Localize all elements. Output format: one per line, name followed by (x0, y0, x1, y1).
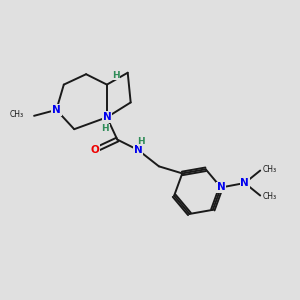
Text: N: N (134, 145, 142, 155)
Text: H: H (102, 124, 109, 133)
Text: N: N (103, 112, 111, 122)
Text: H: H (137, 136, 145, 146)
Text: CH₃: CH₃ (10, 110, 24, 119)
Text: O: O (91, 145, 99, 155)
Text: H: H (112, 70, 120, 80)
Text: CH₃: CH₃ (262, 192, 277, 201)
Text: N: N (52, 105, 61, 115)
Text: N: N (217, 182, 225, 193)
Text: CH₃: CH₃ (262, 165, 277, 174)
Text: N: N (240, 178, 249, 188)
